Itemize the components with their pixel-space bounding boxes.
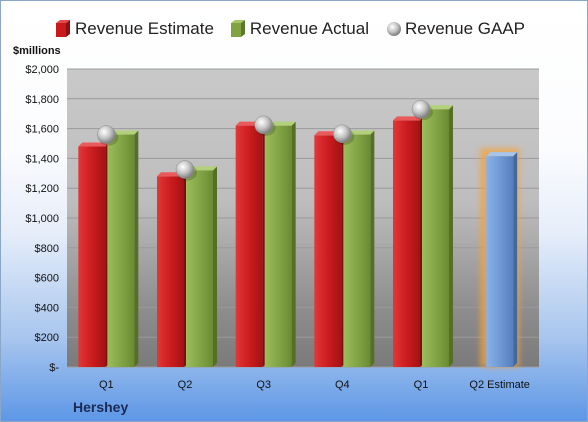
chart-legend: Revenue Estimate Revenue Actual [53, 19, 539, 39]
y-tick-label: $2,000 [25, 64, 59, 76]
x-tick-label: Q1 [414, 379, 429, 391]
bar-revenue-estimate [235, 121, 267, 368]
bar-revenue-actual [107, 130, 139, 367]
legend-label-gaap: Revenue GAAP [405, 19, 526, 38]
legend-swatch-actual [230, 20, 245, 37]
legend-label-actual: Revenue Actual [249, 19, 369, 38]
x-tick-label: Q4 [335, 379, 350, 391]
company-name: Hershey [73, 399, 129, 415]
y-axis-ticks: $- $200 $400 $600 $800 $1,000 $1,200 $1,400 $1,6… [25, 64, 59, 374]
bar-revenue-actual [186, 166, 217, 367]
bar-revenue-estimate [393, 116, 424, 367]
bar-revenue-actual [264, 121, 296, 368]
x-axis-labels: Q1 Q2 Q3 Q4 Q1 Q2 Estimate [99, 379, 530, 391]
y-tick-label: $1,000 [25, 213, 59, 225]
bar-revenue-actual [343, 130, 375, 367]
y-tick-label: $600 [35, 273, 59, 285]
units-label: $millions [13, 45, 61, 57]
bar-revenue-estimate [157, 172, 188, 367]
legend-label-estimate: Revenue Estimate [75, 19, 214, 38]
gaap-marker [97, 125, 116, 144]
legend-item-estimate: Revenue Estimate [53, 19, 214, 39]
y-tick-label: $1,600 [25, 124, 59, 136]
y-tick-label: $800 [35, 243, 59, 255]
y-tick-label: $1,800 [25, 94, 59, 106]
x-tick-label: Q2 Estimate [469, 379, 530, 391]
x-tick-label: Q1 [99, 379, 114, 391]
bar-revenue-actual [422, 105, 453, 367]
y-tick-label: $200 [35, 332, 59, 344]
bar-revenue-estimate [314, 131, 346, 367]
gaap-marker [411, 99, 431, 119]
legend-swatch-estimate [56, 20, 70, 37]
gaap-marker [175, 160, 195, 179]
gaap-marker [254, 115, 273, 135]
y-tick-label: $400 [35, 302, 59, 314]
legend-marker-gaap [387, 22, 401, 36]
y-tick-label: $- [49, 362, 59, 374]
bar-q2-estimate [486, 152, 518, 367]
x-tick-label: Q2 [178, 379, 193, 391]
y-tick-label: $1,400 [25, 153, 59, 165]
gaap-marker [333, 124, 352, 144]
bar-revenue-estimate [78, 142, 110, 367]
legend-item-gaap: Revenue GAAP [383, 19, 525, 39]
legend-item-actual: Revenue Actual [228, 19, 369, 39]
gaap-markers [97, 99, 433, 181]
bars [78, 105, 520, 368]
gridlines [67, 68, 539, 368]
x-tick-label: Q3 [256, 379, 271, 391]
y-tick-label: $1,200 [25, 183, 59, 195]
